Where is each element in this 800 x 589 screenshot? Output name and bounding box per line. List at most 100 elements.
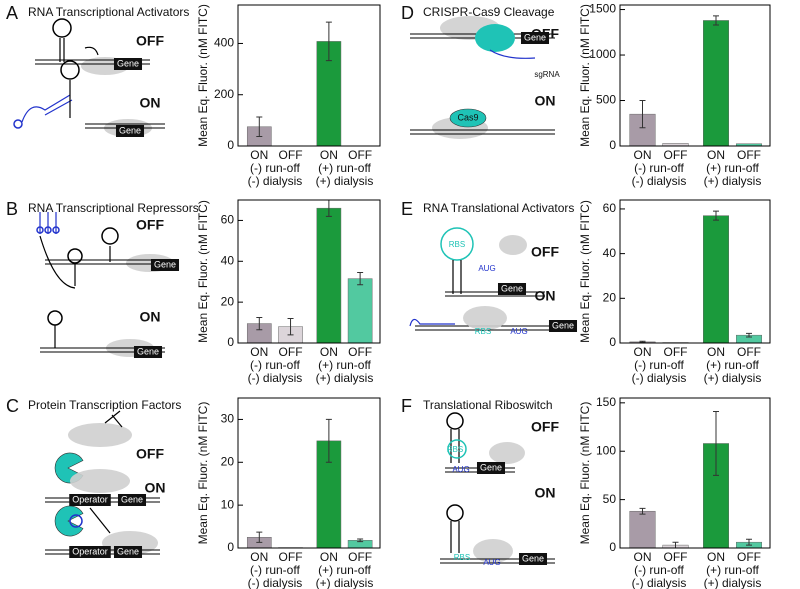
bar bbox=[629, 510, 656, 549]
box-label: Gene bbox=[552, 320, 574, 330]
group-label: (-) dialysis bbox=[632, 371, 687, 385]
group-label: (-) dialysis bbox=[632, 174, 687, 188]
box-label: Gene bbox=[117, 546, 139, 556]
schematic-label: RBS bbox=[454, 553, 470, 562]
x-tick-label: OFF bbox=[737, 345, 761, 359]
panel-title: RNA Translational Activators bbox=[423, 201, 574, 215]
error-bar bbox=[713, 210, 719, 221]
x-tick-label: OFF bbox=[737, 550, 761, 564]
box-label: Gene bbox=[117, 58, 139, 68]
group-label: (+) run-off bbox=[706, 161, 759, 175]
y-tick-label: 20 bbox=[603, 290, 617, 304]
error-bar bbox=[325, 21, 332, 62]
panel-schematic: F Translational Riboswitch OFF ON RBS AUG Gene… bbox=[401, 396, 559, 567]
box-label: Gene bbox=[522, 553, 544, 563]
x-tick-label: ON bbox=[320, 345, 338, 359]
state-label: OFF bbox=[531, 419, 559, 435]
bar bbox=[703, 20, 729, 147]
shape bbox=[70, 469, 130, 493]
y-tick-label: 200 bbox=[214, 87, 234, 101]
plot-frame bbox=[619, 4, 771, 147]
schematic-label: AUG bbox=[452, 465, 469, 474]
error-bar bbox=[256, 531, 263, 543]
box-label: Gene bbox=[480, 462, 502, 472]
strand bbox=[104, 410, 123, 428]
x-tick-label: ON bbox=[707, 345, 725, 359]
label-box bbox=[518, 553, 548, 565]
state-label: ON bbox=[535, 93, 556, 109]
error-bar bbox=[713, 15, 719, 26]
x-tick-label: ON bbox=[250, 550, 268, 564]
bar bbox=[703, 215, 729, 344]
group-label: (-) dialysis bbox=[632, 576, 687, 589]
x-tick-label: OFF bbox=[279, 148, 303, 162]
box-label: Gene bbox=[137, 346, 159, 356]
error-bar bbox=[325, 418, 332, 463]
x-tick-label: OFF bbox=[348, 148, 372, 162]
label-box bbox=[113, 58, 143, 70]
strand bbox=[84, 46, 99, 56]
label-box bbox=[69, 546, 111, 558]
strand bbox=[489, 49, 536, 59]
error-bar bbox=[256, 116, 263, 138]
loop bbox=[101, 227, 119, 245]
state-label: ON bbox=[140, 95, 161, 111]
shape bbox=[463, 306, 507, 330]
loop bbox=[52, 226, 60, 234]
plot-frame bbox=[619, 397, 771, 549]
schematic-label: AUG bbox=[483, 558, 500, 567]
loop bbox=[447, 439, 467, 459]
y-tick-label: 50 bbox=[603, 492, 617, 506]
label-box bbox=[69, 494, 111, 506]
group-label: (+) run-off bbox=[706, 563, 759, 577]
x-tick-label: OFF bbox=[279, 550, 303, 564]
bar bbox=[347, 278, 373, 344]
error-bar bbox=[639, 100, 646, 129]
group-label: (+) dialysis bbox=[316, 174, 374, 188]
strand bbox=[39, 212, 57, 234]
x-tick-label: OFF bbox=[737, 148, 761, 162]
group-label: (-) dialysis bbox=[248, 371, 303, 385]
panel-title: Protein Transcription Factors bbox=[28, 398, 181, 412]
label-box bbox=[133, 346, 163, 358]
panel-letter: B bbox=[6, 199, 18, 219]
panel-letter: E bbox=[401, 199, 413, 219]
group-label: (-) dialysis bbox=[248, 174, 303, 188]
x-tick-label: OFF bbox=[348, 345, 372, 359]
strand bbox=[74, 246, 111, 286]
loop bbox=[69, 514, 83, 528]
label-box bbox=[115, 125, 145, 137]
error-bar bbox=[746, 332, 752, 338]
loop bbox=[52, 18, 72, 38]
error-bar bbox=[746, 538, 752, 546]
plot-frame bbox=[237, 199, 381, 344]
panel-title: RNA Transcriptional Repressors bbox=[28, 201, 199, 215]
y-tick-label: 150 bbox=[596, 395, 616, 409]
y-tick-label: 40 bbox=[603, 246, 617, 260]
state-label: ON bbox=[535, 485, 556, 501]
shape bbox=[475, 24, 515, 52]
label-box bbox=[548, 320, 578, 332]
panel-letter: C bbox=[6, 396, 19, 416]
strand bbox=[89, 507, 111, 534]
strand bbox=[450, 521, 460, 553]
group-label: (+) run-off bbox=[706, 358, 759, 372]
panel-letter: F bbox=[401, 396, 412, 416]
box-label: Gene bbox=[154, 259, 176, 269]
state-label: ON bbox=[535, 288, 556, 304]
group-label: (-) dialysis bbox=[248, 576, 303, 589]
box-label: Gene bbox=[121, 494, 143, 504]
x-tick-label: OFF bbox=[348, 550, 372, 564]
y-axis-label: Mean Eq. Fluor. (nM FITC) bbox=[578, 200, 592, 343]
schematic-label: AUG bbox=[510, 327, 527, 336]
shape bbox=[489, 442, 525, 464]
group-label: (+) dialysis bbox=[704, 576, 762, 589]
strand bbox=[452, 260, 462, 294]
y-axis-label: Mean Eq. Fluor. (nM FITC) bbox=[578, 402, 592, 545]
x-tick-label: OFF bbox=[279, 345, 303, 359]
panel-letter: A bbox=[6, 3, 18, 23]
group-label: (+) dialysis bbox=[704, 371, 762, 385]
error-bar bbox=[287, 317, 294, 336]
loop bbox=[47, 310, 63, 326]
label-box bbox=[117, 494, 147, 506]
